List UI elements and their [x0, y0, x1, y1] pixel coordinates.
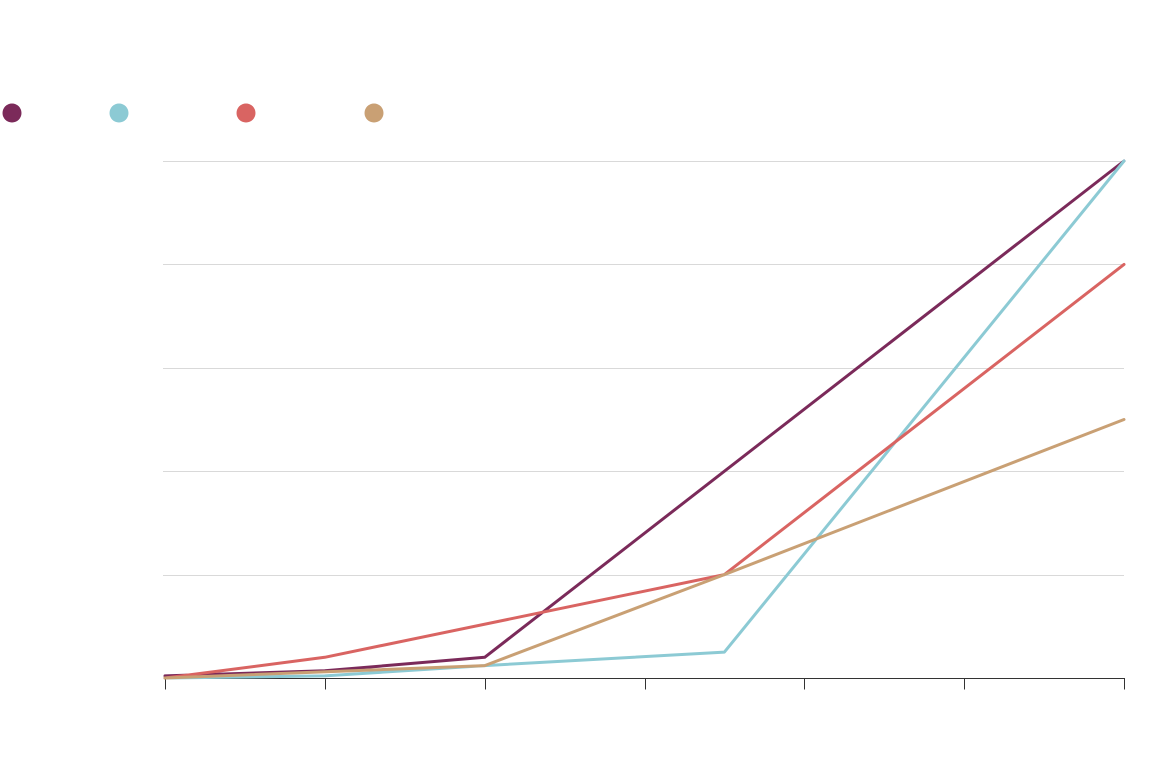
series-line-3	[163, 262, 1126, 680]
legend	[2, 103, 384, 123]
legend-swatch-3[interactable]	[236, 103, 256, 123]
legend-swatch-2[interactable]	[109, 103, 129, 123]
series-line-1	[163, 159, 1126, 678]
series-lines	[163, 159, 1126, 680]
legend-swatch-1[interactable]	[2, 103, 22, 123]
series-line-2	[163, 159, 1126, 680]
series-line-4	[163, 418, 1126, 680]
x-axis	[165, 678, 1125, 690]
legend-swatch-4[interactable]	[364, 103, 384, 123]
grid-lines	[163, 161, 1124, 576]
